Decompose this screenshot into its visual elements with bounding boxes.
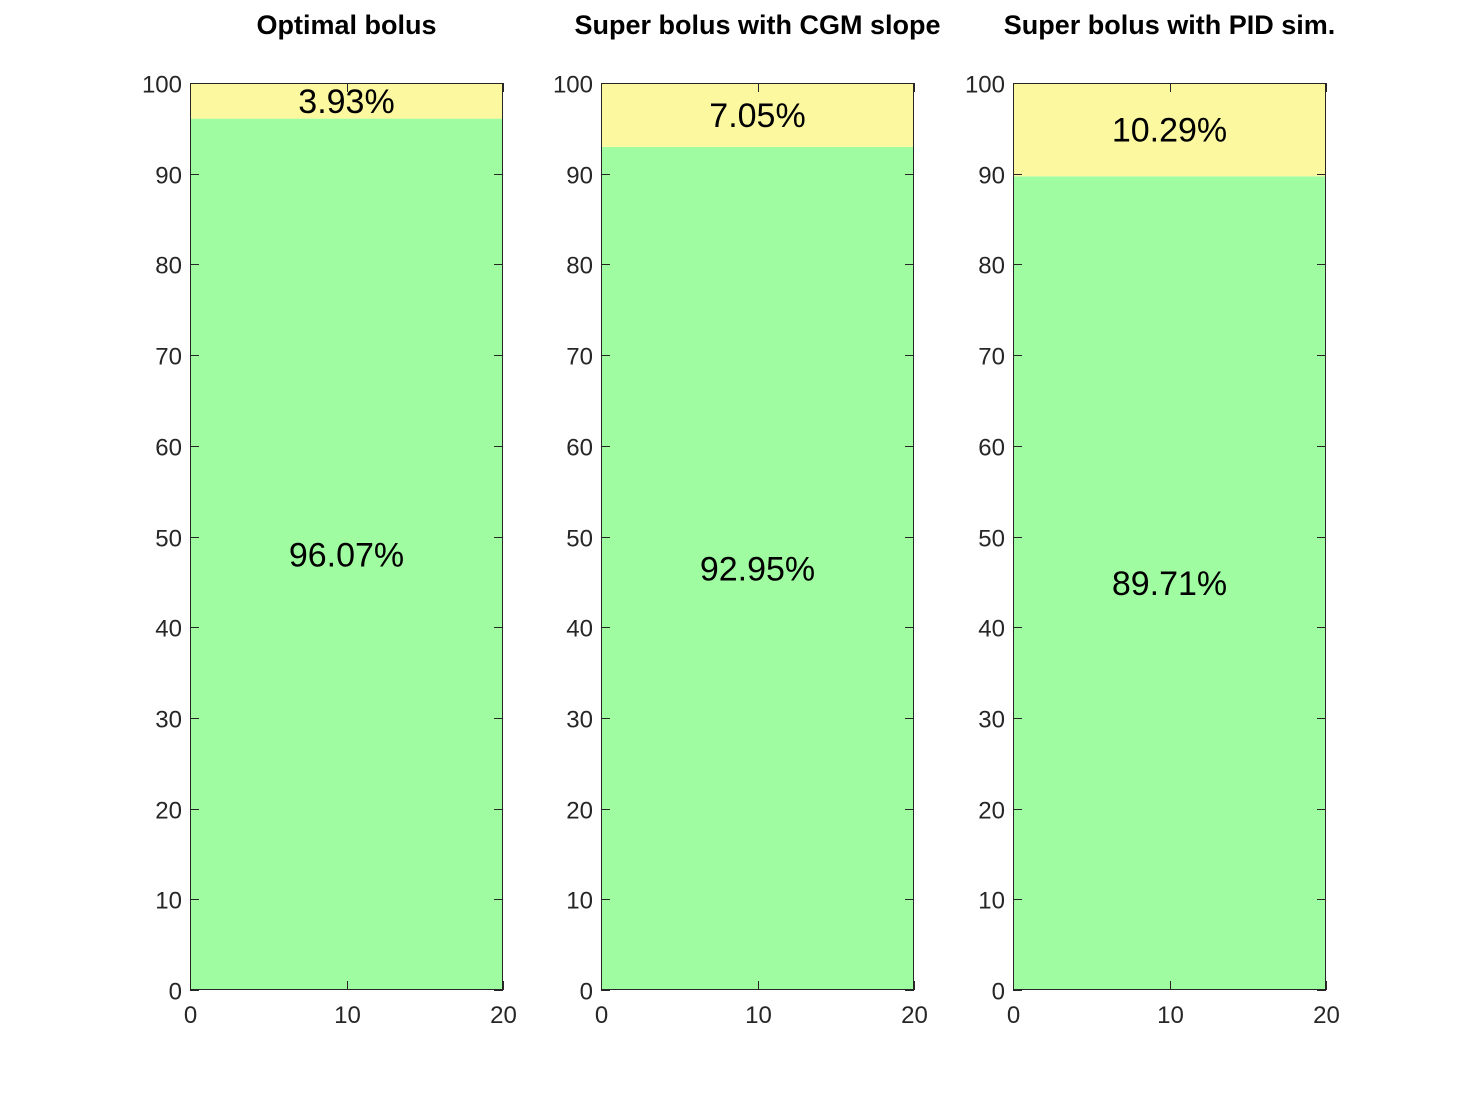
y-tick-label: 60	[566, 435, 593, 462]
y-tick-label: 20	[155, 798, 182, 825]
y-tick-label: 10	[155, 888, 182, 915]
x-tick-label: 0	[184, 1002, 197, 1029]
chart-title: Super bolus with PID sim.	[1004, 10, 1336, 40]
data-label: 7.05%	[709, 97, 805, 135]
y-tick-label: 80	[566, 253, 593, 280]
y-tick-label: 50	[566, 526, 593, 553]
bar-segment-above-range	[601, 83, 914, 147]
y-tick-label: 90	[566, 163, 593, 190]
y-tick-label: 100	[965, 72, 1005, 99]
y-tick-label: 10	[566, 888, 593, 915]
data-label: 92.95%	[700, 550, 815, 588]
x-tick-label: 20	[490, 1002, 517, 1029]
y-tick-label: 40	[978, 616, 1005, 643]
x-tick-label: 20	[1313, 1002, 1340, 1029]
y-tick-label: 30	[566, 707, 593, 734]
chart-panel-3: Super bolus with PID sim. 89.71% 10.29% 0 10…	[965, 10, 1340, 1029]
y-tick-label: 20	[978, 798, 1005, 825]
y-tick-label: 70	[566, 344, 593, 371]
y-tick-label: 60	[155, 435, 182, 462]
y-tick-label: 90	[155, 163, 182, 190]
axes-box	[1013, 83, 1326, 990]
chart-panel-2: Super bolus with CGM slope 92.95% 7.05% 0 10…	[553, 10, 941, 1029]
y-tick-label: 10	[978, 888, 1005, 915]
axes-box	[601, 83, 914, 990]
y-tick-label: 100	[142, 72, 182, 99]
x-tick-label: 0	[595, 1002, 608, 1029]
data-label: 96.07%	[289, 536, 404, 574]
x-tick-label: 10	[1157, 1002, 1184, 1029]
x-tick-label: 10	[334, 1002, 361, 1029]
y-tick-label: 80	[155, 253, 182, 280]
y-tick-label: 70	[155, 344, 182, 371]
bar-segment-in-range	[601, 146, 914, 991]
y-tick-label: 0	[580, 979, 593, 1006]
bar-segment-above-range	[190, 83, 503, 119]
y-tick-label: 50	[155, 526, 182, 553]
y-tick-label: 80	[978, 253, 1005, 280]
y-tick-label: 20	[566, 798, 593, 825]
chart-title: Super bolus with CGM slope	[574, 10, 940, 40]
y-tick-label: 90	[978, 163, 1005, 190]
x-tick-label: 20	[901, 1002, 928, 1029]
bar-segment-in-range	[190, 118, 503, 991]
x-tick-label: 10	[745, 1002, 772, 1029]
y-tick-label: 50	[978, 526, 1005, 553]
y-tick-label: 70	[978, 344, 1005, 371]
y-tick-label: 30	[155, 707, 182, 734]
chart-panel-1: Optimal bolus 96.07% 3.93% 0 10 20 30 40 50 60 70 8…	[142, 10, 517, 1029]
y-tick-label: 60	[978, 435, 1005, 462]
bar-segment-above-range	[1013, 83, 1326, 177]
y-tick-label: 0	[992, 979, 1005, 1006]
chart-title: Optimal bolus	[256, 10, 436, 40]
data-label: 3.93%	[298, 83, 394, 121]
bar-segment-in-range	[1013, 176, 1326, 990]
y-tick-label: 30	[978, 707, 1005, 734]
axes-box	[190, 83, 503, 990]
y-tick-label: 40	[155, 616, 182, 643]
data-label: 10.29%	[1112, 112, 1227, 150]
x-tick-label: 0	[1007, 1002, 1020, 1029]
y-tick-label: 40	[566, 616, 593, 643]
data-label: 89.71%	[1112, 565, 1227, 603]
y-tick-label: 100	[553, 72, 593, 99]
y-tick-label: 0	[169, 979, 182, 1006]
